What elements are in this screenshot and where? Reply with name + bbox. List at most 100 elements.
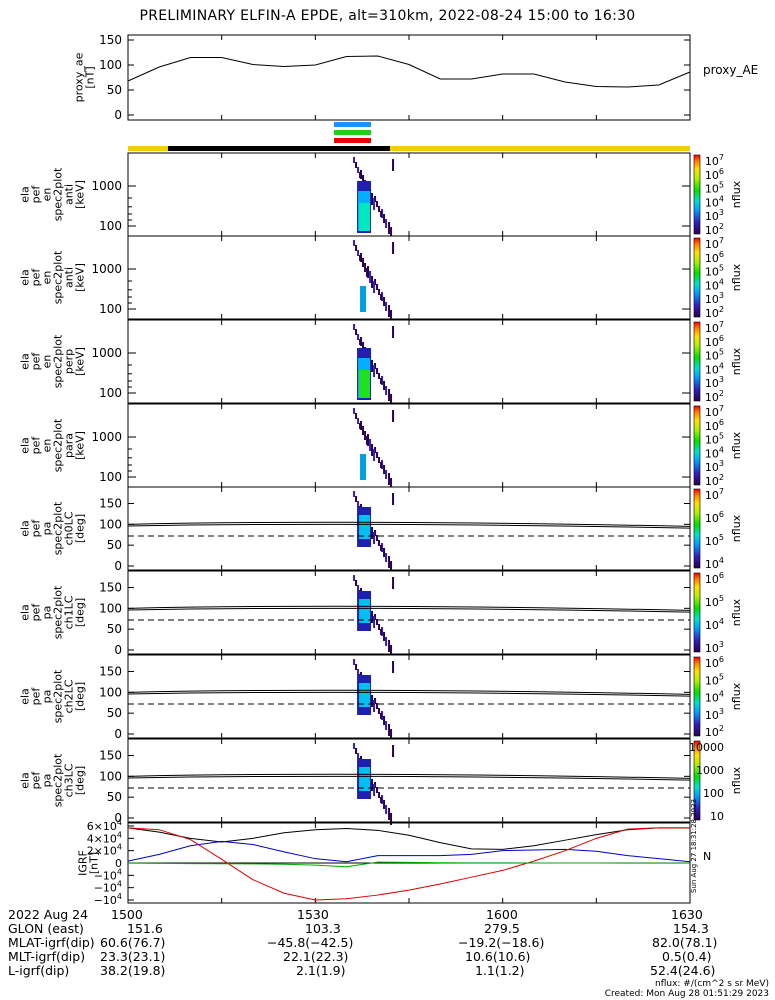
cbar-tick-label: 103	[705, 375, 724, 390]
spec-y-label-line: pef	[30, 352, 43, 371]
spec-speck	[385, 470, 388, 479]
glon-val-0: 151.6	[127, 921, 163, 936]
spec-y-tick-label: 100	[99, 769, 122, 783]
cbar-label: nflux	[730, 263, 743, 291]
spec-speck	[380, 713, 383, 719]
spec-y-tick-label: 0	[114, 811, 122, 825]
spec-y-label-line: spec2plot	[52, 167, 65, 221]
spec-y-tick-label: 100	[99, 517, 122, 531]
spec-y-tick-label: 100	[99, 302, 122, 316]
colorbar	[694, 406, 700, 485]
spec-speck	[366, 268, 369, 277]
spec-speck	[359, 172, 362, 178]
spec-blob	[359, 767, 371, 791]
spec-speck	[373, 532, 376, 544]
spec-y-tick-label: 100	[99, 219, 122, 233]
cbar-label: nflux	[730, 682, 743, 710]
spec-speck	[378, 624, 381, 630]
spec-speck	[355, 245, 358, 251]
spec-speck	[385, 637, 388, 646]
spec-speck	[373, 449, 376, 461]
colorbar	[694, 489, 700, 568]
label-glon: GLON (east)	[8, 921, 84, 936]
igrf-y-label-line: IGRF	[77, 850, 90, 876]
spec-speck	[376, 703, 379, 709]
spec-blob	[359, 370, 371, 398]
spec-y-label-line: spec2plot	[52, 585, 65, 639]
spec-y-label-line: spec2plot	[52, 418, 65, 472]
spec-speck	[378, 457, 381, 463]
bar-red	[334, 138, 371, 143]
spec-speck	[390, 310, 393, 322]
lc-solid-upper	[127, 689, 691, 695]
spec-bg	[128, 487, 690, 570]
mlt-val-2: 10.6(10.6)	[465, 949, 531, 964]
time-1630: 1630	[671, 907, 703, 922]
spec-y-tick-label: 1000	[91, 179, 122, 193]
igrf-y-tick-label: 2×104	[87, 843, 122, 858]
spec-speck	[353, 575, 356, 581]
spec-speck	[383, 381, 386, 390]
cbar-tick-label: 106	[705, 655, 724, 670]
spec-speck	[383, 716, 386, 725]
spec-speck	[378, 289, 381, 295]
cbar-tick-label: 107	[705, 320, 724, 335]
spec-speck	[383, 214, 386, 223]
spec-speck	[392, 410, 395, 422]
spec-speck	[359, 339, 362, 345]
spec-speck	[385, 302, 388, 311]
spec-speck	[355, 496, 358, 502]
spec-speck	[376, 535, 379, 541]
spec-blob	[359, 203, 371, 231]
spec-speck	[392, 326, 395, 338]
spec-y-label-line: ela	[19, 520, 32, 537]
spec-speck	[353, 491, 356, 497]
spec-speck	[376, 452, 379, 458]
cbar-tick-label: 102	[705, 473, 724, 488]
cbar-tick-label: 103	[705, 291, 724, 306]
spec-speck	[380, 462, 383, 468]
spec-speck	[373, 700, 376, 712]
spec-y-tick-label: 100	[99, 470, 122, 484]
spec-y-label-line: pef	[30, 603, 43, 622]
spec-bg	[128, 655, 690, 738]
cbar-tick-label: 104	[705, 690, 724, 705]
igrf-y-tick-label: 6×104	[87, 818, 122, 833]
spec-y-label-line: pef	[30, 519, 43, 538]
spec-speck	[366, 436, 369, 445]
spec-y-label-line: pef	[30, 687, 43, 706]
spec-y-label-line: perp	[63, 349, 76, 374]
spec-y-label-line: [deg]	[74, 514, 87, 543]
cbar-tick-label: 106	[705, 167, 724, 182]
igrf-y-tick-label: −104	[94, 880, 122, 895]
cbar-tick-label: 105	[705, 264, 724, 279]
spec-speck	[392, 493, 395, 505]
cbar-tick-label: 106	[705, 334, 724, 349]
spec-y-label-line: pa	[41, 690, 54, 704]
igrf-y-label-line: [nT]	[88, 852, 101, 874]
spec-panel-3: 1000100elapefenspec2plotpara[keV]1071061…	[19, 403, 743, 490]
ae-y-label-line: [nT]	[84, 66, 97, 88]
lc-solid-lower	[127, 523, 691, 529]
lc-solid-lower	[127, 607, 691, 613]
igrf-series-1	[127, 840, 691, 863]
spec-speck	[353, 743, 356, 749]
spec-y-label-line: ela	[19, 772, 32, 789]
spec-speck	[355, 413, 358, 419]
spec-y-label-line: [deg]	[74, 766, 87, 795]
cbar-tick-label: 104	[705, 556, 724, 571]
cbar-tick-label: 104	[705, 617, 724, 632]
spec-y-label-line: [keV]	[74, 180, 87, 209]
spec-speck	[388, 222, 391, 234]
spec-y-tick-label: 0	[114, 559, 122, 573]
cbar-tick-label: 103	[705, 640, 724, 655]
bar-blue	[334, 122, 371, 127]
spec-speck	[380, 797, 383, 803]
spec-y-label-line: en	[41, 271, 54, 285]
spec-bg	[128, 236, 690, 319]
spec-y-label-line: spec2plot	[52, 501, 65, 555]
mlat-val-0: 60.6(76.7)	[100, 935, 166, 950]
time-1530: 1530	[297, 907, 329, 922]
